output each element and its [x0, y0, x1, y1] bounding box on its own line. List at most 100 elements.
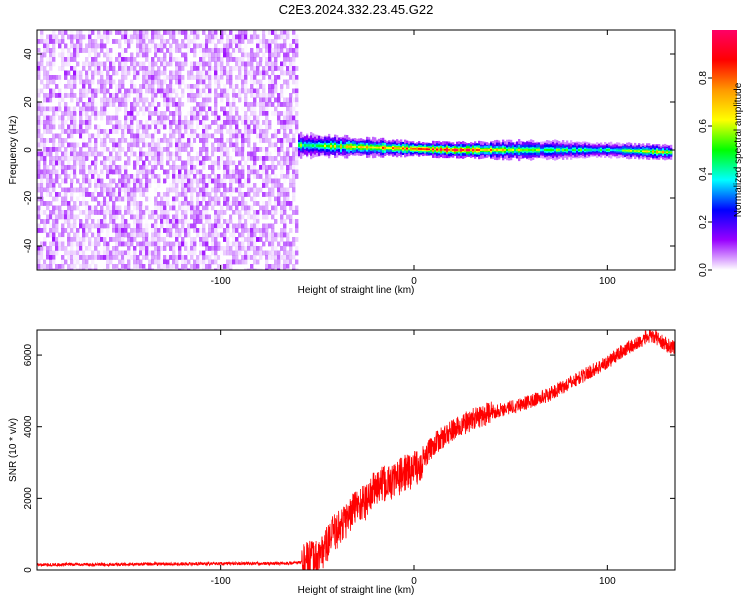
spectrogram-noise-cell — [229, 79, 233, 85]
spectrogram-noise-cell — [250, 151, 254, 157]
spectrogram-noise-cell — [187, 120, 191, 125]
spectrogram-noise-cell — [289, 214, 293, 220]
spectrogram-noise-cell — [154, 223, 158, 229]
spectrogram-noise-cell — [163, 169, 167, 175]
spectrogram-noise-cell — [211, 214, 215, 220]
spectrogram-noise-cell — [124, 120, 128, 125]
spectrogram-noise-cell — [139, 88, 143, 94]
spectrogram-noise-cell — [142, 61, 146, 67]
spectrogram-noise-cell — [220, 93, 224, 98]
spectrogram-signal-cell — [374, 146, 377, 149]
spectrogram-noise-cell — [220, 192, 224, 197]
spectrogram-noise-cell — [286, 30, 290, 35]
spectrogram-noise-cell — [70, 75, 74, 80]
spectrogram-noise-cell — [187, 133, 191, 139]
spectrogram-noise-cell — [52, 183, 56, 188]
spectrogram-signal-cell — [300, 143, 303, 147]
spectrogram-noise-cell — [280, 61, 284, 67]
spectrogram-noise-cell — [106, 39, 110, 44]
spectrogram-noise-cell — [136, 210, 140, 215]
spectrogram-noise-cell — [184, 142, 188, 148]
spectrogram-noise-cell — [109, 250, 113, 256]
spectrogram-noise-cell — [175, 178, 179, 184]
spectrogram-noise-cell — [112, 250, 116, 256]
spectrogram-noise-cell — [232, 120, 236, 125]
spectrogram-noise-cell — [136, 102, 140, 107]
spectrogram-noise-cell — [112, 66, 116, 71]
spectrogram-noise-cell — [226, 97, 230, 103]
spectrogram-noise-cell — [166, 228, 170, 233]
spectrogram-noise-cell — [235, 133, 239, 139]
spectrogram-noise-cell — [187, 84, 191, 89]
spectrogram-noise-cell — [235, 178, 239, 184]
spectrogram-noise-cell — [196, 124, 200, 130]
spectrogram-noise-cell — [280, 70, 284, 76]
spectrogram-noise-cell — [232, 241, 236, 247]
spectrogram-noise-cell — [145, 97, 149, 103]
spectrogram-noise-cell — [229, 115, 233, 121]
spectrogram-noise-cell — [115, 156, 119, 161]
spectrogram-noise-cell — [247, 174, 251, 179]
spectrogram-noise-cell — [130, 138, 134, 143]
spectrogram-noise-cell — [124, 39, 128, 44]
spectrogram-noise-cell — [259, 106, 263, 112]
spectrogram-noise-cell — [211, 178, 215, 184]
spectrogram-noise-cell — [145, 246, 149, 251]
spectrogram-noise-cell — [43, 84, 47, 89]
spectrogram-noise-cell — [184, 147, 188, 152]
spectrogram-noise-cell — [88, 237, 92, 242]
spectrogram-noise-cell — [142, 210, 146, 215]
spectrogram-noise-cell — [52, 178, 56, 184]
spectrogram-noise-cell — [166, 138, 170, 143]
spectrogram-x-ticks: -100 0 100 — [211, 30, 616, 287]
spectrogram-noise-cell — [262, 111, 266, 116]
spectrogram-noise-cell — [208, 259, 212, 265]
spectrogram-noise-cell — [49, 93, 53, 98]
spectrogram-noise-cell — [136, 228, 140, 233]
spectrogram-noise-cell — [193, 129, 197, 134]
spectrogram-noise-cell — [235, 223, 239, 229]
spectrogram-noise-cell — [70, 133, 74, 139]
spectrogram-noise-cell — [73, 48, 77, 53]
spectrogram-noise-cell — [283, 268, 287, 270]
spectrogram-noise-cell — [52, 210, 56, 215]
snr-frame — [36, 329, 676, 571]
spectrogram-noise-cell — [229, 192, 233, 197]
spectrogram-noise-cell — [127, 210, 131, 215]
spectrogram-noise-cell — [73, 43, 77, 49]
spectrogram-noise-cell — [268, 120, 272, 125]
spectrogram-noise-cell — [190, 156, 194, 161]
spectrogram-noise-cell — [61, 178, 65, 184]
spectrogram-noise-cell — [82, 66, 86, 71]
spectrogram-noise-cell — [241, 196, 245, 202]
spectrogram-noise-cell — [37, 237, 41, 242]
spectrogram-noise-cell — [253, 88, 257, 94]
spectrogram-noise-cell — [211, 111, 215, 116]
spectrogram-noise-cell — [64, 228, 68, 233]
spectrogram-noise-cell — [97, 88, 101, 94]
spectrogram-noise-cell — [49, 268, 53, 270]
spectrogram-noise-cell — [226, 129, 230, 134]
spectrogram-noise-cell — [52, 88, 56, 94]
spectrogram-noise-cell — [94, 52, 98, 58]
spectrogram-noise-cell — [100, 48, 104, 53]
spectrogram-noise-cell — [187, 142, 191, 148]
spectrogram-noise-cell — [148, 111, 152, 116]
spectrogram-noise-cell — [250, 147, 254, 152]
spectrogram-noise-cell — [232, 129, 236, 134]
spectrogram-noise-cell — [79, 156, 83, 161]
spectrogram-noise-cell — [151, 250, 155, 256]
spectrogram-noise-cell — [232, 102, 236, 107]
spectrogram-noise-cell — [247, 156, 251, 161]
spectrogram-noise-cell — [139, 210, 143, 215]
spectrogram-signal-cell — [474, 149, 477, 151]
spectrogram-noise-cell — [112, 255, 116, 260]
spectrogram-signal-cell — [368, 146, 371, 149]
spectrogram-noise-cell — [91, 111, 95, 116]
spectrogram-noise-cell — [226, 187, 230, 193]
spectrogram-noise-cell — [280, 84, 284, 89]
spectrogram-signal-cell — [592, 149, 595, 151]
spectrogram-noise-cell — [214, 214, 218, 220]
spectrogram-noise-cell — [133, 264, 137, 269]
